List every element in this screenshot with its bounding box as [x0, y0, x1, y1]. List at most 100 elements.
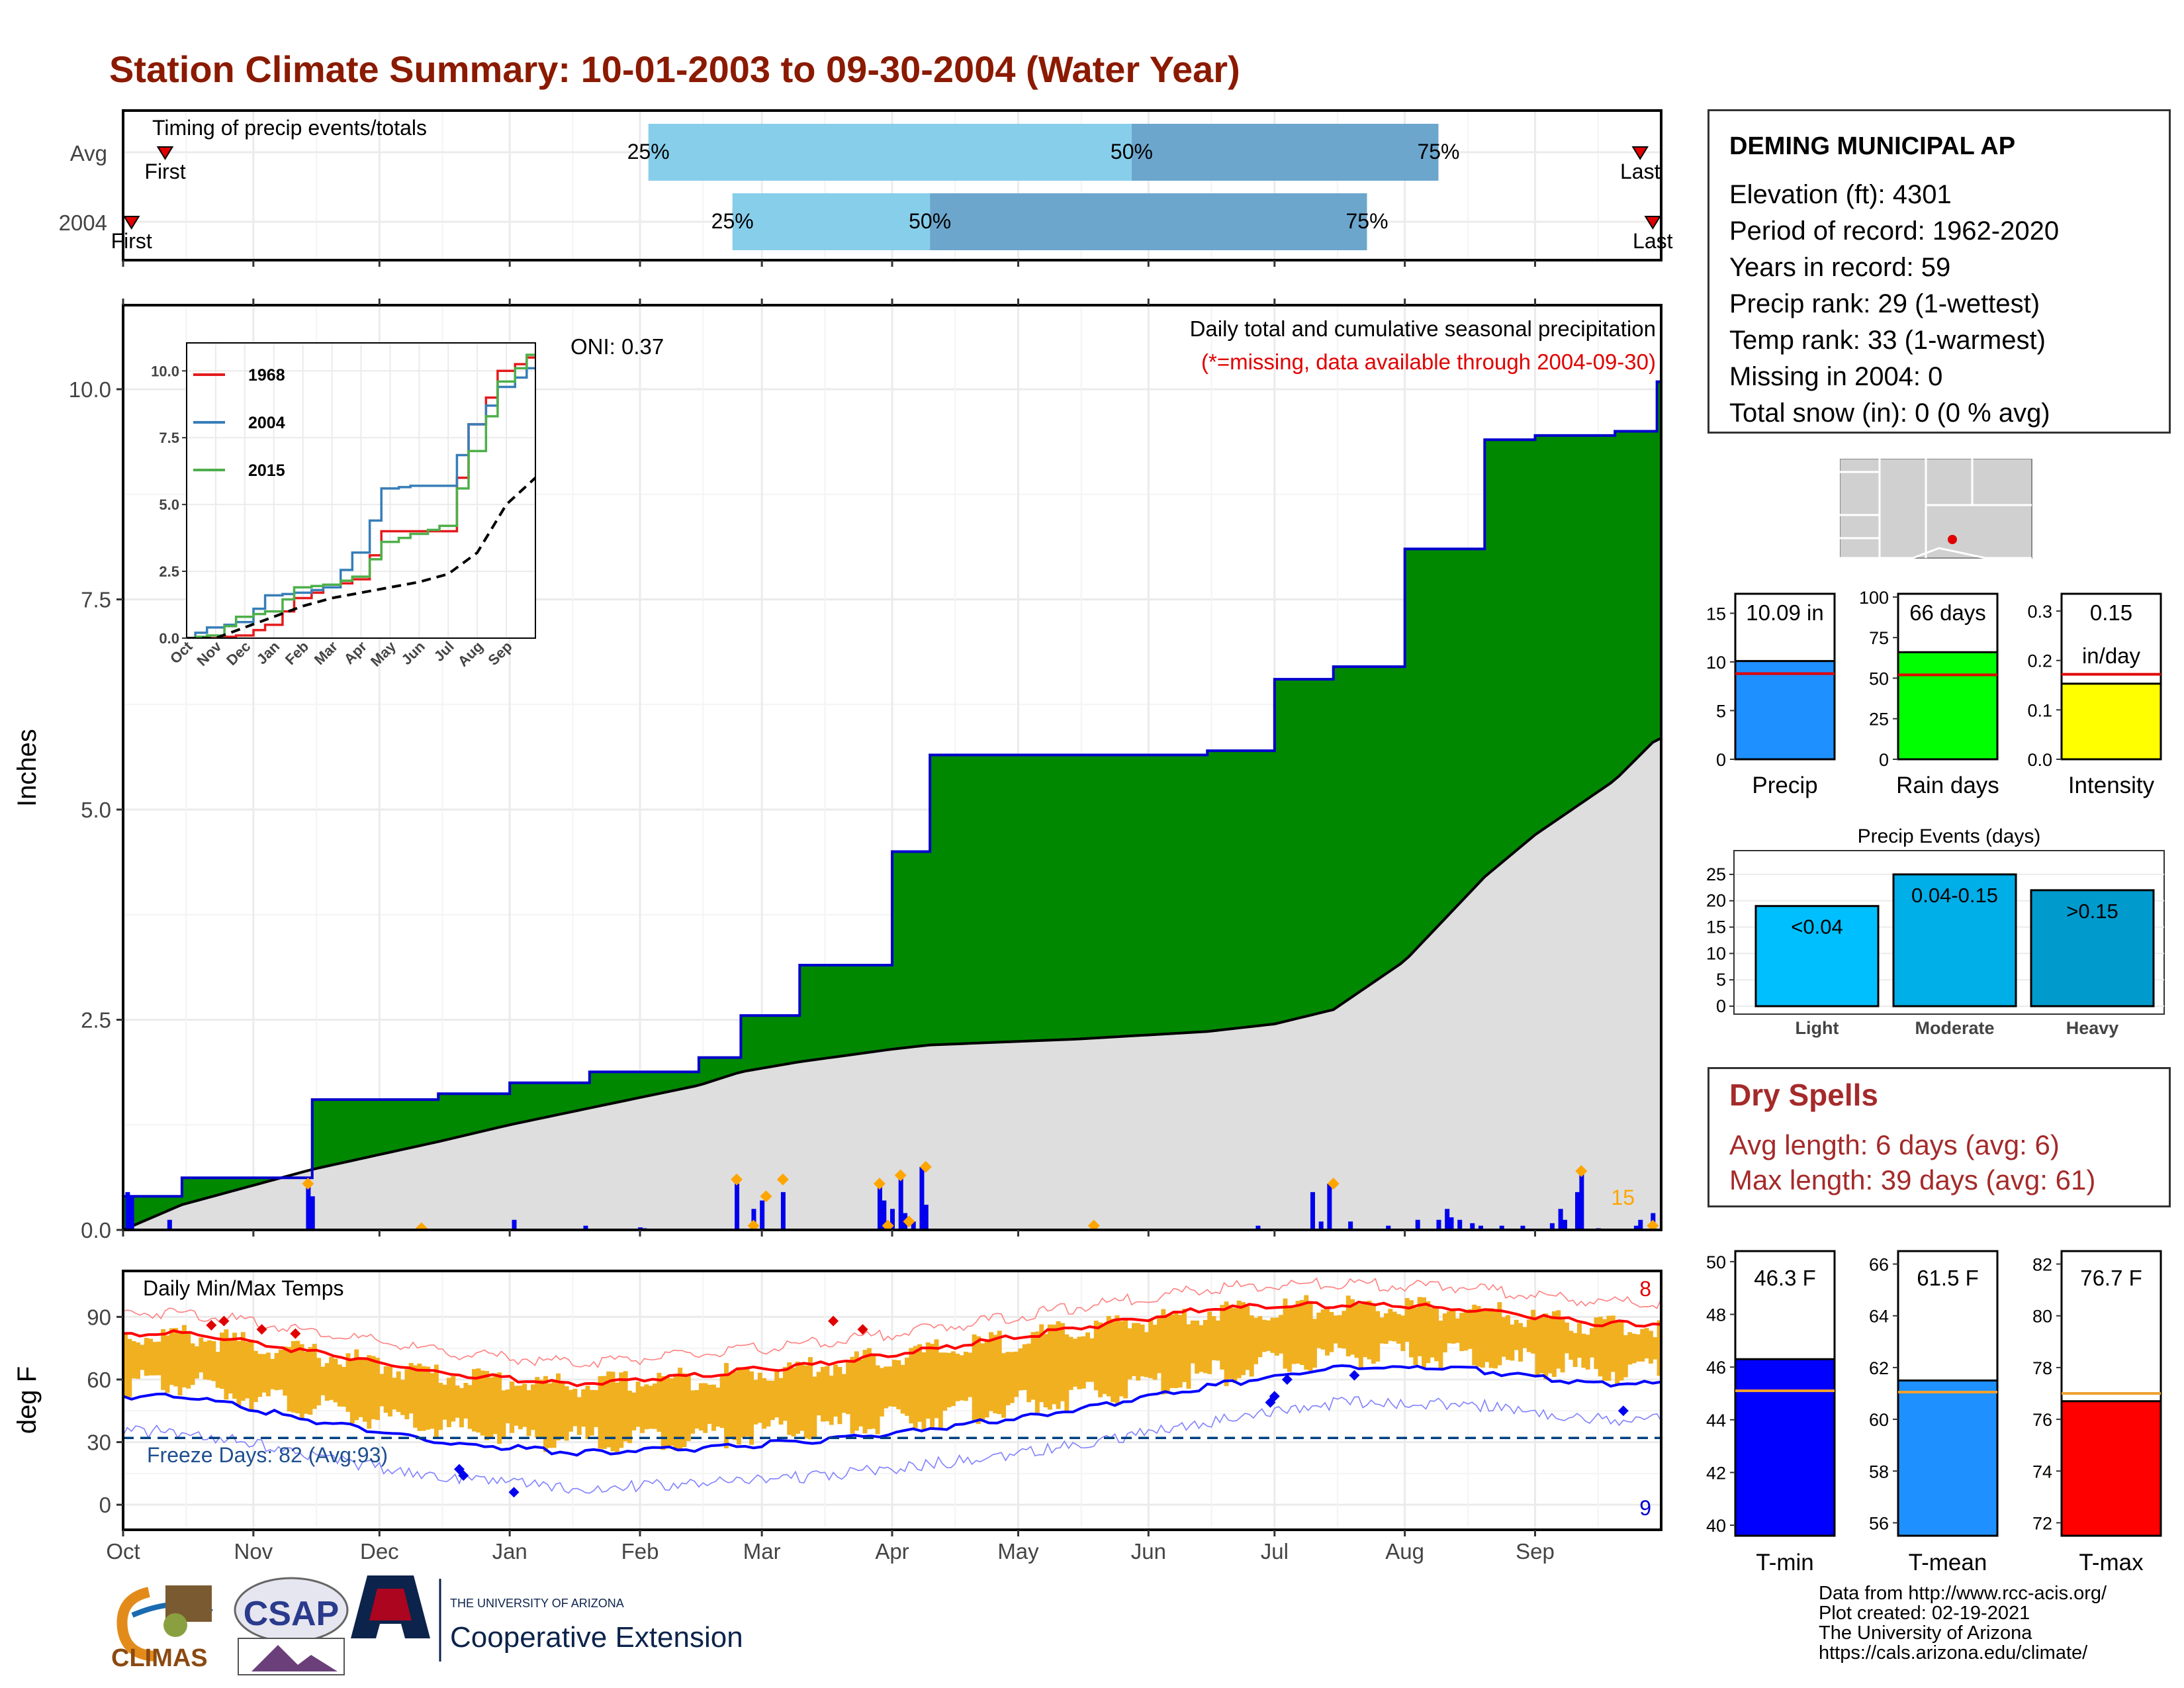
daily-temp-bar — [858, 1359, 864, 1427]
daily-temp-bar — [1043, 1334, 1048, 1408]
daily-precip-bar — [1449, 1217, 1454, 1230]
daily-temp-bar — [1177, 1315, 1183, 1387]
daily-temp-bar — [510, 1382, 515, 1433]
timing-bar-q1 — [648, 124, 1132, 181]
min-extreme-count: 9 — [1639, 1496, 1651, 1520]
daily-temp-bar — [535, 1377, 540, 1438]
daily-precip-bar — [1318, 1221, 1324, 1230]
daily-temp-bar — [1295, 1301, 1300, 1364]
location-map — [1840, 459, 2032, 559]
daily-temp-bar — [211, 1340, 216, 1382]
climas-logo: CLIMAS — [111, 1585, 213, 1672]
temp-ylabel: deg F — [13, 1366, 42, 1434]
daily-temp-bar — [665, 1377, 670, 1447]
daily-temp-bar — [1417, 1297, 1422, 1356]
daily-temp-bar — [1581, 1333, 1586, 1368]
temp-summary-tick-label: 60 — [1869, 1410, 1889, 1430]
daily-temp-bar — [388, 1366, 392, 1417]
daily-temp-bar — [165, 1335, 170, 1393]
daily-temp-bar — [232, 1333, 238, 1399]
csap-text: CSAP — [244, 1595, 339, 1633]
daily-temp-bar — [753, 1380, 758, 1425]
timing-last-label: Last — [1633, 229, 1673, 253]
daily-temp-bar — [955, 1353, 960, 1401]
temp-summary-tick-label: 58 — [1869, 1462, 1889, 1481]
temp-summary-tick-label: 74 — [2032, 1462, 2052, 1481]
daily-precip-bar — [751, 1209, 756, 1230]
daily-temp-bar — [1190, 1320, 1195, 1364]
daily-temp-bar — [451, 1376, 456, 1422]
daily-precip-bar — [1348, 1221, 1353, 1230]
events-bar-range: <0.04 — [1791, 915, 1843, 939]
daily-temp-bar — [703, 1383, 708, 1433]
ua-small-text: THE UNIVERSITY OF ARIZONA — [450, 1597, 624, 1610]
timing-row-2004-label: 2004 — [59, 211, 107, 235]
average-cumulative-line — [123, 737, 1661, 1230]
credit-url: https://cals.arizona.edu/climate/ — [1819, 1642, 2088, 1664]
daily-temp-bar — [1245, 1306, 1250, 1370]
daily-temp-bar — [320, 1366, 326, 1395]
daily-temp-bar — [917, 1344, 923, 1422]
daily-temp-bar — [131, 1340, 136, 1379]
summary-bar-value-label: 0.15 — [2090, 600, 2132, 625]
events-tick-label: 20 — [1706, 891, 1726, 911]
daily-precip-bar — [1415, 1219, 1420, 1230]
temp-summary-bar-0 — [1734, 1358, 1836, 1537]
extreme-precip-marker — [919, 1160, 932, 1173]
timing-p50-label: 50% — [1111, 140, 1153, 164]
daily-temp-bar — [501, 1390, 506, 1438]
daily-temp-bar — [261, 1354, 267, 1393]
daily-temp-bar — [1056, 1321, 1061, 1409]
daily-temp-bar — [896, 1360, 901, 1409]
daily-temp-bar — [757, 1372, 762, 1423]
daily-temp-bar — [606, 1371, 612, 1448]
daily-temp-bar — [653, 1383, 658, 1429]
daily-temp-bar — [392, 1378, 397, 1410]
daily-temp-bar — [265, 1352, 271, 1397]
daily-temp-bar — [148, 1338, 154, 1376]
daily-temp-bar — [1279, 1315, 1284, 1354]
daily-temp-bar — [446, 1378, 451, 1427]
daily-temp-bar — [367, 1355, 372, 1429]
daily-temp-bar — [787, 1362, 792, 1435]
daily-temp-bar — [304, 1352, 308, 1414]
daily-temp-bar — [825, 1366, 830, 1421]
daily-temp-bar — [354, 1349, 359, 1421]
daily-temp-bar — [657, 1372, 662, 1432]
daily-temp-bar — [884, 1366, 889, 1409]
daily-temp-bar — [799, 1363, 805, 1431]
daily-temp-bar — [1111, 1319, 1116, 1403]
record-min-marker — [1269, 1391, 1280, 1402]
daily-temp-bar — [560, 1382, 565, 1440]
daily-precip-bar — [125, 1192, 130, 1230]
daily-temp-bar — [850, 1356, 855, 1434]
daily-temp-bar — [1627, 1332, 1633, 1365]
station-location-marker — [1948, 535, 1957, 544]
daily-temp-bar — [871, 1355, 876, 1429]
daily-temp-bar — [1152, 1325, 1158, 1380]
daily-temp-bar — [1409, 1300, 1414, 1358]
daily-temp-bar — [291, 1340, 296, 1413]
daily-temp-bar — [1270, 1317, 1275, 1353]
page-title: Station Climate Summary: 10-01-2003 to 0… — [109, 48, 1240, 90]
daily-temp-bar — [1606, 1315, 1612, 1381]
daily-temp-bar — [484, 1371, 490, 1440]
daily-precip-bar — [129, 1196, 134, 1230]
record-max-line — [123, 1277, 1661, 1369]
timing-p25-label: 25% — [711, 209, 754, 233]
daily-temp-bar — [476, 1368, 481, 1433]
daily-temp-bar — [1413, 1307, 1418, 1366]
daily-temp-bar — [1426, 1301, 1431, 1364]
events-bar-label: Light — [1796, 1018, 1839, 1038]
daily-temp-bar — [719, 1374, 725, 1429]
month-label: Jan — [492, 1539, 527, 1564]
daily-temp-bar — [1476, 1305, 1481, 1367]
daily-temp-bar — [737, 1367, 742, 1445]
record-max-marker — [828, 1315, 839, 1327]
daily-temp-bar — [127, 1338, 132, 1397]
credit-data-source: Data from http://www.rcc-acis.org/ — [1819, 1583, 2107, 1604]
temp-summary-tick-label: 66 — [1869, 1255, 1889, 1275]
month-label: Feb — [621, 1539, 659, 1564]
daily-temp-bar — [1001, 1353, 1007, 1418]
